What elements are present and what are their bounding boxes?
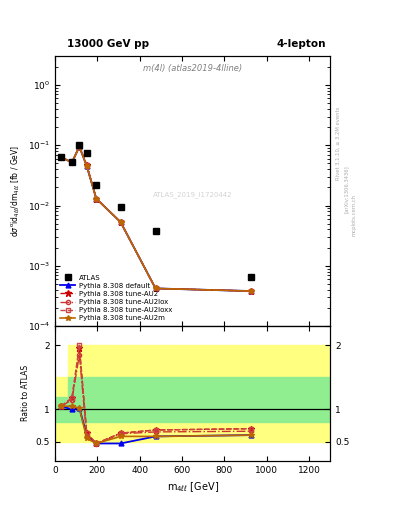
Text: [arXiv:1306.3436]: [arXiv:1306.3436] bbox=[344, 165, 349, 214]
Text: 13000 GeV pp: 13000 GeV pp bbox=[67, 38, 149, 49]
Text: mcplots.cern.ch: mcplots.cern.ch bbox=[352, 194, 357, 236]
Legend: ATLAS, Pythia 8.308 default, Pythia 8.308 tune-AU2, Pythia 8.308 tune-AU2lox, Py: ATLAS, Pythia 8.308 default, Pythia 8.30… bbox=[59, 273, 173, 323]
X-axis label: m$_{4\ell\ell}$ [GeV]: m$_{4\ell\ell}$ [GeV] bbox=[167, 480, 219, 494]
Y-axis label: Ratio to ATLAS: Ratio to ATLAS bbox=[21, 366, 30, 421]
Text: Rivet 3.1.10, ≥ 3.2M events: Rivet 3.1.10, ≥ 3.2M events bbox=[336, 106, 341, 180]
Text: m(4l) (atlas2019-4lline): m(4l) (atlas2019-4lline) bbox=[143, 65, 242, 73]
Text: ATLAS_2019_I1720442: ATLAS_2019_I1720442 bbox=[153, 191, 232, 198]
Text: 4-lepton: 4-lepton bbox=[277, 38, 326, 49]
Y-axis label: d$\sigma^{\rm o}$id$_{4\ell\ell}$/dm$_{4\ell\ell}$ [fb / GeV]: d$\sigma^{\rm o}$id$_{4\ell\ell}$/dm$_{4… bbox=[10, 145, 22, 237]
